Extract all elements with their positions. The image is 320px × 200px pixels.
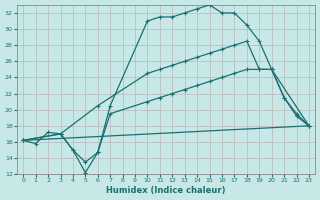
X-axis label: Humidex (Indice chaleur): Humidex (Indice chaleur) xyxy=(106,186,226,195)
